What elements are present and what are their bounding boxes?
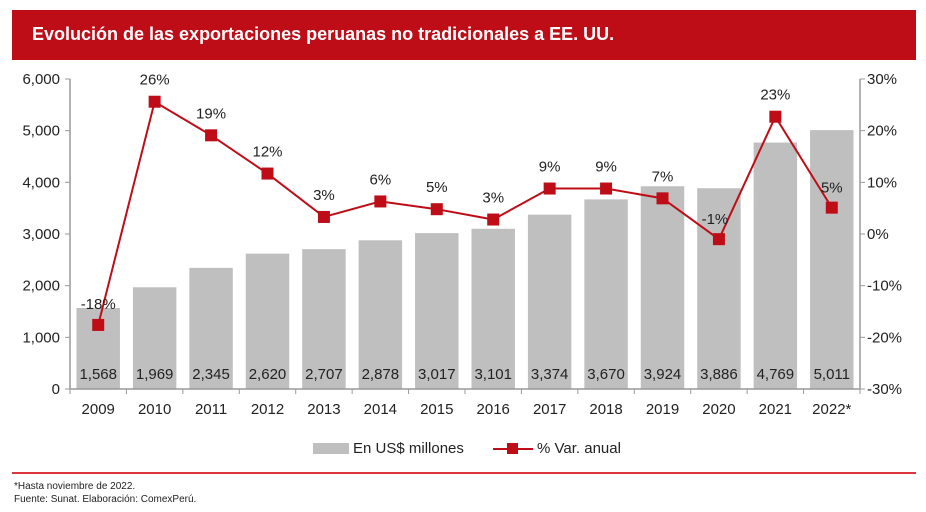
pct-value-label: 5% — [426, 179, 448, 196]
pct-marker-2020 — [712, 233, 725, 246]
x-tick-label: 2017 — [533, 401, 566, 418]
x-tick-label: 2021 — [759, 401, 792, 418]
x-tick-label: 2020 — [702, 401, 735, 418]
pct-marker-2022* — [825, 201, 838, 214]
bar-2020 — [697, 188, 741, 389]
legend: En US$ millones % Var. anual — [0, 440, 926, 462]
pct-value-label: 6% — [370, 171, 392, 188]
pct-marker-2018 — [600, 182, 613, 195]
pct-marker-2009 — [92, 318, 105, 331]
pct-marker-2010 — [148, 95, 161, 108]
bar-2017 — [527, 214, 572, 389]
legend-bar-label: En US$ millones — [353, 440, 464, 457]
pct-value-label: 12% — [252, 144, 282, 161]
bar-2010 — [132, 287, 177, 389]
bar-2013 — [302, 249, 346, 389]
pct-marker-2013 — [317, 210, 330, 223]
x-tick-label: 2014 — [364, 401, 397, 418]
pct-marker-2011 — [205, 129, 218, 142]
left-tick-label: 6,000 — [22, 71, 60, 88]
bar-value-label: 3,374 — [531, 366, 569, 383]
left-tick-label: 2,000 — [22, 278, 60, 295]
pct-variation-line — [97, 100, 833, 326]
legend-line-swatch — [493, 442, 533, 456]
bar-value-label: 2,707 — [305, 366, 343, 383]
right-tick-label: 30% — [867, 71, 897, 88]
bar-2018 — [584, 199, 628, 389]
legend-line-label: % Var. anual — [537, 440, 621, 457]
bar-2022* — [810, 130, 854, 389]
bar-value-label: 2,345 — [192, 366, 230, 383]
bar-2011 — [189, 267, 233, 389]
pct-value-label: 7% — [652, 168, 674, 185]
right-tick-label: 0% — [867, 226, 889, 243]
right-tick-label: -10% — [867, 278, 902, 295]
bar-value-label: 4,769 — [757, 366, 795, 383]
bar-value-label: 2,878 — [362, 366, 400, 383]
bar-2019 — [640, 186, 685, 389]
footnotes: *Hasta noviembre de 2022. Fuente: Sunat.… — [14, 480, 196, 506]
x-tick-label: 2009 — [82, 401, 115, 418]
combo-chart: 0 1,000 2,000 3,000 4,000 5,000 6,000 -30% -20% -… — [22, 71, 902, 418]
x-tick-label: 2016 — [477, 401, 510, 418]
footnote-source: Fuente: Sunat. Elaboración: ComexPerú. — [14, 494, 197, 505]
left-tick-label: 1,000 — [22, 329, 60, 346]
x-tick-label: 2018 — [589, 401, 622, 418]
pct-marker-2016 — [487, 213, 500, 226]
bar-value-label: 3,886 — [700, 366, 738, 383]
bar-value-label: 1,969 — [136, 366, 174, 383]
pct-marker-2019 — [656, 192, 669, 205]
bar-2014 — [358, 240, 403, 389]
x-tick-label: 2011 — [195, 401, 227, 418]
x-tick-label: 2010 — [138, 401, 171, 418]
left-tick-label: 3,000 — [22, 226, 60, 243]
footnote-period: *Hasta noviembre de 2022. — [14, 481, 136, 492]
x-tick-label: 2019 — [646, 401, 679, 418]
right-tick-label: 10% — [867, 174, 897, 191]
left-tick-label: 0 — [52, 381, 60, 398]
x-tick-label: 2022* — [812, 401, 851, 418]
right-tick-label: -30% — [867, 381, 902, 398]
title-banner: Evolución de las exportaciones peruanas … — [12, 10, 916, 60]
bar-value-label: 2,620 — [249, 366, 287, 383]
pct-marker-2015 — [430, 203, 443, 216]
pct-value-label: 3% — [482, 190, 504, 207]
pct-marker-2017 — [543, 182, 556, 195]
pct-value-label: 26% — [140, 72, 170, 89]
pct-value-label: 5% — [821, 180, 843, 197]
bar-value-label: 5,011 — [814, 366, 850, 383]
pct-value-label: -18% — [81, 296, 116, 313]
bar-value-label: 3,670 — [587, 366, 625, 383]
pct-value-label: 19% — [196, 105, 226, 122]
legend-item-line: % Var. anual — [493, 440, 621, 457]
x-tick-label: 2015 — [420, 401, 453, 418]
bar-2021 — [753, 142, 798, 389]
pct-value-label: 3% — [313, 187, 335, 204]
bar-2016 — [471, 228, 515, 389]
divider — [12, 472, 916, 474]
pct-value-label: 9% — [539, 159, 561, 176]
left-tick-label: 5,000 — [22, 123, 60, 140]
legend-bar-swatch — [313, 443, 349, 454]
bar-2015 — [415, 233, 459, 389]
pct-value-label: 23% — [760, 87, 790, 104]
pct-value-label: -1% — [702, 211, 729, 228]
bar-value-label: 3,101 — [474, 366, 512, 383]
pct-marker-2012 — [261, 167, 274, 180]
bar-2012 — [245, 253, 290, 389]
pct-value-label: 9% — [595, 159, 617, 176]
legend-item-bars: En US$ millones — [313, 440, 464, 457]
right-tick-label: -20% — [867, 329, 902, 346]
x-tick-label: 2013 — [307, 401, 340, 418]
left-tick-label: 4,000 — [22, 174, 60, 191]
chart-title: Evolución de las exportaciones peruanas … — [32, 24, 615, 44]
bar-value-label: 1,568 — [79, 366, 117, 383]
pct-marker-2021 — [769, 110, 782, 123]
x-tick-label: 2012 — [251, 401, 284, 418]
bar-value-label: 3,924 — [644, 366, 682, 383]
bar-value-label: 3,017 — [418, 366, 456, 383]
pct-marker-2014 — [374, 195, 387, 208]
right-tick-label: 20% — [867, 123, 897, 140]
